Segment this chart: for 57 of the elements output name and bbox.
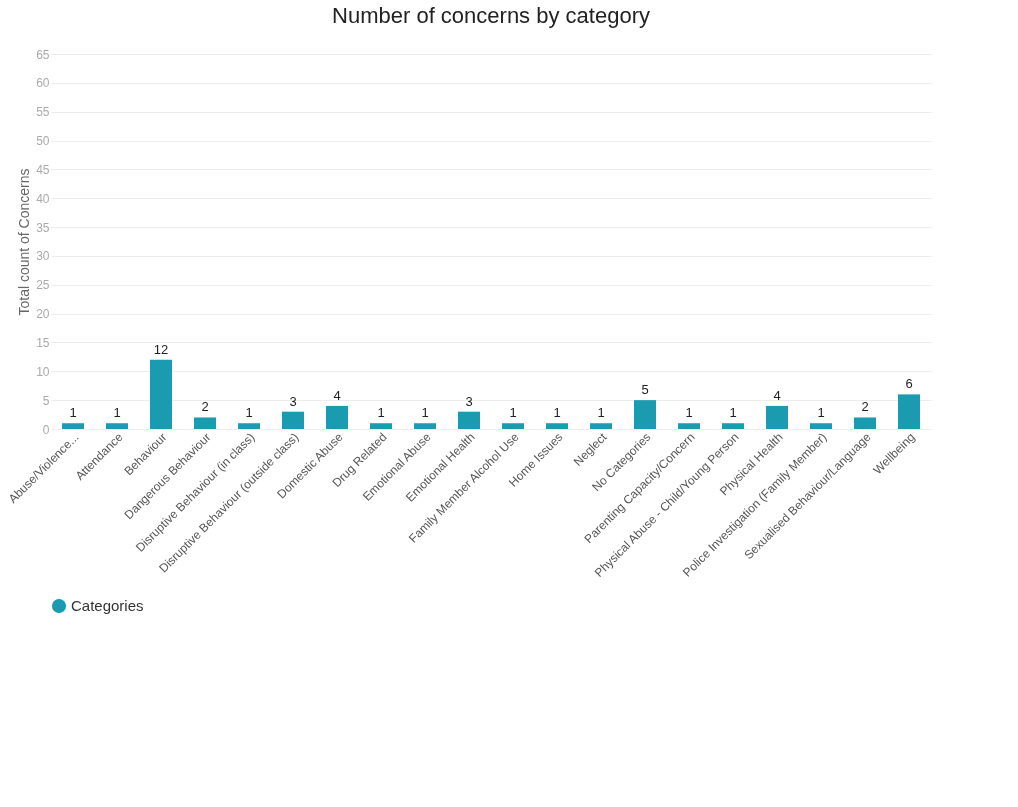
legend-label: Categories [71, 597, 144, 614]
y-tick-label: 65 [36, 47, 50, 62]
bar [414, 423, 436, 429]
bar [106, 423, 128, 429]
bar [546, 423, 568, 429]
bar [370, 423, 392, 429]
bar [590, 423, 612, 429]
y-tick-label: 5 [42, 393, 50, 408]
y-tick-label: 0 [42, 422, 50, 437]
data-label: 1 [113, 405, 121, 421]
data-label: 2 [201, 399, 209, 415]
data-label: 4 [773, 387, 781, 403]
data-label: 3 [465, 393, 473, 409]
data-label: 1 [509, 405, 517, 421]
data-label: 1 [729, 405, 737, 421]
data-label: 4 [333, 387, 341, 403]
bar [898, 394, 920, 429]
data-label: 5 [641, 382, 649, 398]
bar [150, 359, 172, 429]
y-tick-label: 35 [36, 220, 50, 235]
data-label: 1 [377, 405, 385, 421]
y-tick-label: 50 [36, 134, 50, 149]
y-tick-label: 40 [36, 191, 50, 206]
data-label: 1 [421, 405, 429, 421]
bar [458, 411, 480, 429]
y-tick-label: 25 [36, 278, 50, 293]
bar [722, 423, 744, 429]
bar [62, 423, 84, 429]
y-tick-label: 30 [36, 249, 50, 264]
data-label: 1 [597, 405, 605, 421]
y-tick-label: 55 [36, 105, 50, 120]
bar [766, 405, 788, 429]
y-tick-label: 10 [36, 364, 50, 379]
data-label: 3 [289, 393, 297, 409]
data-label: 1 [817, 405, 825, 421]
y-tick-label: 45 [36, 162, 50, 177]
bar [854, 417, 876, 429]
data-label: 1 [685, 405, 693, 421]
bar [238, 423, 260, 429]
bar [810, 423, 832, 429]
bar [502, 423, 524, 429]
data-label: 12 [153, 341, 169, 357]
data-label: 6 [905, 376, 913, 392]
data-label: 1 [69, 405, 77, 421]
y-axis-title: Total count of Concerns [16, 168, 33, 316]
y-tick-label: 20 [36, 307, 50, 322]
bar [282, 411, 304, 429]
chart-title: Number of concerns by category [332, 3, 650, 28]
bar [678, 423, 700, 429]
data-label: 1 [245, 405, 253, 421]
data-label: 1 [553, 405, 561, 421]
bar [194, 417, 216, 429]
data-label: 2 [861, 399, 869, 415]
y-tick-label: 60 [36, 76, 50, 91]
bar [634, 400, 656, 429]
bar [326, 405, 348, 429]
y-tick-label: 15 [36, 335, 50, 350]
